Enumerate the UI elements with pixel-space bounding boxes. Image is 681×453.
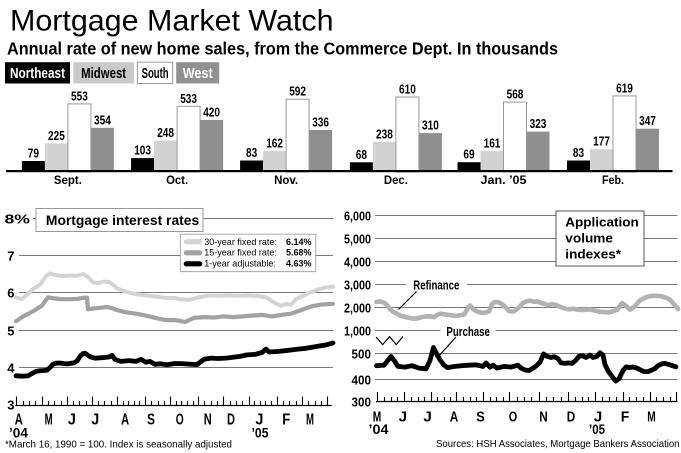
svg-text:6: 6 (7, 285, 14, 300)
svg-text:15-year fixed rate:: 15-year fixed rate: (204, 248, 277, 258)
svg-text:J: J (68, 412, 76, 429)
svg-text:O: O (176, 412, 184, 429)
svg-text:177: 177 (593, 134, 610, 149)
svg-text:Oct.: Oct. (166, 173, 188, 187)
svg-text:5,000: 5,000 (344, 231, 371, 246)
svg-text:Application: Application (565, 215, 639, 230)
svg-text:83: 83 (573, 145, 584, 160)
svg-text:Dec.: Dec. (384, 173, 408, 187)
svg-text:O: O (509, 410, 518, 426)
svg-text:D: D (227, 412, 235, 429)
svg-text:336: 336 (312, 115, 329, 130)
svg-text:161: 161 (484, 136, 501, 151)
svg-text:8%: 8% (5, 212, 31, 227)
svg-text:68: 68 (356, 147, 367, 162)
svg-text:Annual rate of new home sales,: Annual rate of new home sales, from the … (7, 39, 558, 59)
svg-text:*March 16, 1990 = 100. Index i: *March 16, 1990 = 100. Index is seasonal… (5, 440, 232, 451)
svg-text:Feb.: Feb. (602, 173, 624, 187)
svg-text:310: 310 (422, 118, 439, 133)
svg-text:volume: volume (565, 231, 613, 246)
svg-text:4,000: 4,000 (344, 254, 371, 269)
svg-text:Jan. ’05: Jan. ’05 (481, 173, 527, 187)
svg-text:M: M (373, 410, 382, 426)
svg-text:3: 3 (7, 398, 14, 413)
svg-text:A: A (121, 412, 129, 429)
svg-text:420: 420 (203, 104, 220, 119)
svg-text:553: 553 (71, 88, 88, 103)
svg-text:4: 4 (7, 360, 15, 375)
svg-text:Purchase: Purchase (446, 325, 490, 339)
svg-text:Mortgage Market Watch: Mortgage Market Watch (10, 6, 334, 38)
svg-text:610: 610 (399, 82, 416, 97)
svg-text:300: 300 (352, 394, 372, 409)
svg-text:354: 354 (94, 112, 111, 127)
svg-text:619: 619 (616, 80, 633, 95)
svg-text:J: J (399, 410, 408, 426)
svg-text:’05: ’05 (589, 422, 605, 437)
svg-text:J: J (255, 412, 263, 429)
svg-text:238: 238 (376, 126, 393, 141)
svg-text:’05: ’05 (252, 426, 269, 441)
svg-text:M: M (306, 412, 314, 429)
svg-text:A: A (15, 412, 23, 429)
svg-text:Sources: HSH Associates, Mortg: Sources: HSH Associates, Mortgage Banker… (436, 439, 680, 450)
svg-text:’04: ’04 (369, 422, 390, 437)
svg-text:South: South (142, 66, 169, 82)
svg-text:N: N (204, 412, 212, 429)
svg-text:7: 7 (7, 248, 14, 263)
svg-text:103: 103 (134, 143, 151, 158)
svg-text:30-year fixed rate:: 30-year fixed rate: (204, 237, 277, 247)
svg-text:162: 162 (266, 136, 283, 151)
svg-text:83: 83 (246, 145, 257, 160)
svg-text:A: A (450, 410, 459, 426)
svg-text:J: J (91, 412, 99, 429)
svg-text:500: 500 (352, 346, 372, 361)
svg-text:69: 69 (463, 147, 474, 162)
svg-text:F: F (282, 412, 290, 429)
svg-text:’04: ’04 (9, 426, 28, 441)
svg-text:Nov.: Nov. (274, 173, 298, 187)
svg-text:248: 248 (157, 125, 174, 140)
svg-text:M: M (647, 410, 656, 426)
svg-text:N: N (539, 410, 548, 426)
svg-text:225: 225 (48, 128, 65, 143)
svg-text:S: S (476, 410, 485, 426)
svg-text:5.68%: 5.68% (286, 248, 312, 258)
svg-text:1-year adjustable:: 1-year adjustable: (204, 259, 276, 269)
svg-text:3,000: 3,000 (344, 277, 371, 292)
svg-text:2,000: 2,000 (344, 300, 371, 315)
svg-text:6.14%: 6.14% (286, 237, 312, 247)
svg-text:Refinance: Refinance (413, 279, 459, 293)
svg-text:D: D (567, 410, 576, 426)
svg-text:West: West (183, 66, 213, 82)
svg-text:indexes*: indexes* (565, 246, 622, 261)
svg-text:79: 79 (28, 146, 39, 161)
svg-text:Northeast: Northeast (10, 66, 65, 82)
svg-text:F: F (621, 410, 630, 426)
svg-text:568: 568 (507, 87, 524, 102)
svg-text:6,000: 6,000 (344, 208, 371, 223)
svg-text:5: 5 (7, 323, 14, 338)
svg-text:533: 533 (180, 91, 197, 106)
svg-text:Midwest: Midwest (81, 66, 126, 82)
svg-text:347: 347 (639, 113, 656, 128)
svg-text:J: J (594, 410, 603, 426)
svg-text:592: 592 (289, 84, 306, 99)
svg-text:J: J (423, 410, 432, 426)
svg-text:Sept.: Sept. (54, 173, 82, 187)
svg-text:323: 323 (530, 116, 547, 131)
svg-text:400: 400 (352, 372, 372, 387)
svg-text:1,000: 1,000 (344, 323, 371, 338)
svg-text:4.63%: 4.63% (286, 259, 312, 269)
svg-text:S: S (147, 412, 155, 429)
svg-text:Mortgage interest rates: Mortgage interest rates (46, 212, 200, 228)
svg-text:M: M (45, 412, 53, 429)
